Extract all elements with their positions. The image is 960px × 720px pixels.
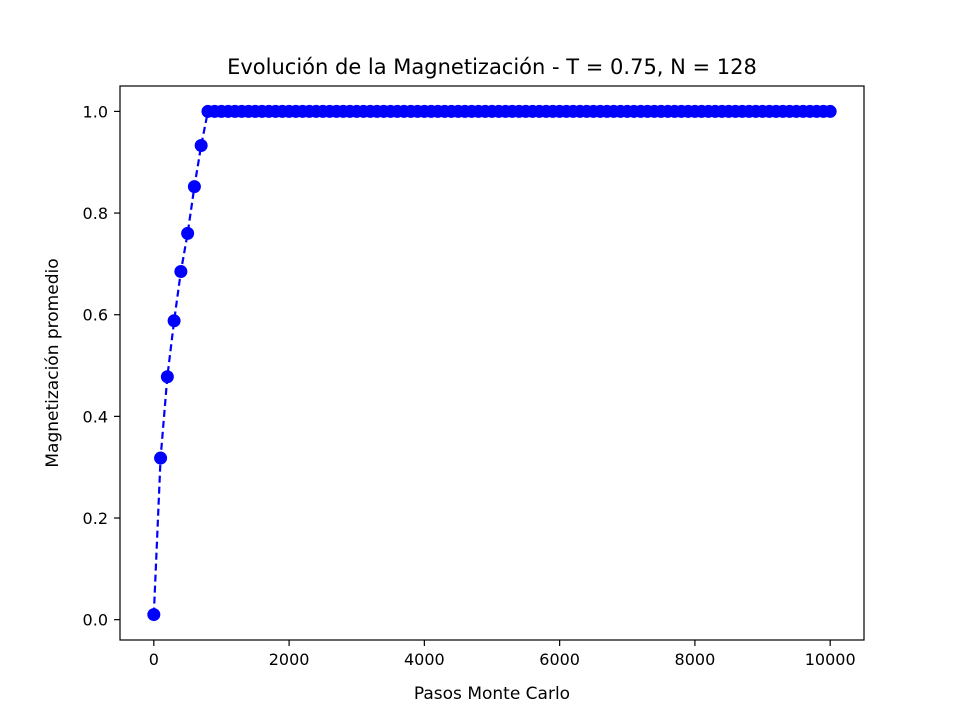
data-point [823,104,837,118]
y-axis: 0.0 0.2 0.4 0.6 0.8 1.0 [83,102,120,630]
data-point [154,451,168,465]
x-tick-label: 4000 [404,650,445,669]
plot-area [147,104,837,622]
x-tick-label: 10000 [805,650,856,669]
data-point [174,265,188,279]
y-tick-label: 0.6 [83,306,108,325]
x-tick-label: 0 [149,650,159,669]
y-tick-label: 0.0 [83,611,108,630]
x-tick-label: 8000 [675,650,716,669]
y-axis-label: Magnetización promedio [43,258,63,467]
x-axis-label: Pasos Monte Carlo [414,684,570,704]
data-point [147,608,161,622]
y-tick-label: 0.4 [83,407,108,426]
x-tick-label: 2000 [269,650,310,669]
data-point [167,314,181,328]
x-tick-label: 6000 [539,650,580,669]
data-point [181,226,195,240]
y-tick-label: 0.2 [83,509,108,528]
plot-frame [119,85,865,641]
data-point [194,138,208,152]
data-point [160,370,174,384]
y-tick-label: 0.8 [83,204,108,223]
y-tick-label: 1.0 [83,102,108,121]
data-point [187,180,201,194]
chart-title: Evolución de la Magnetización - T = 0.75… [227,55,757,79]
x-axis: 0 2000 4000 6000 8000 10000 [149,640,856,669]
